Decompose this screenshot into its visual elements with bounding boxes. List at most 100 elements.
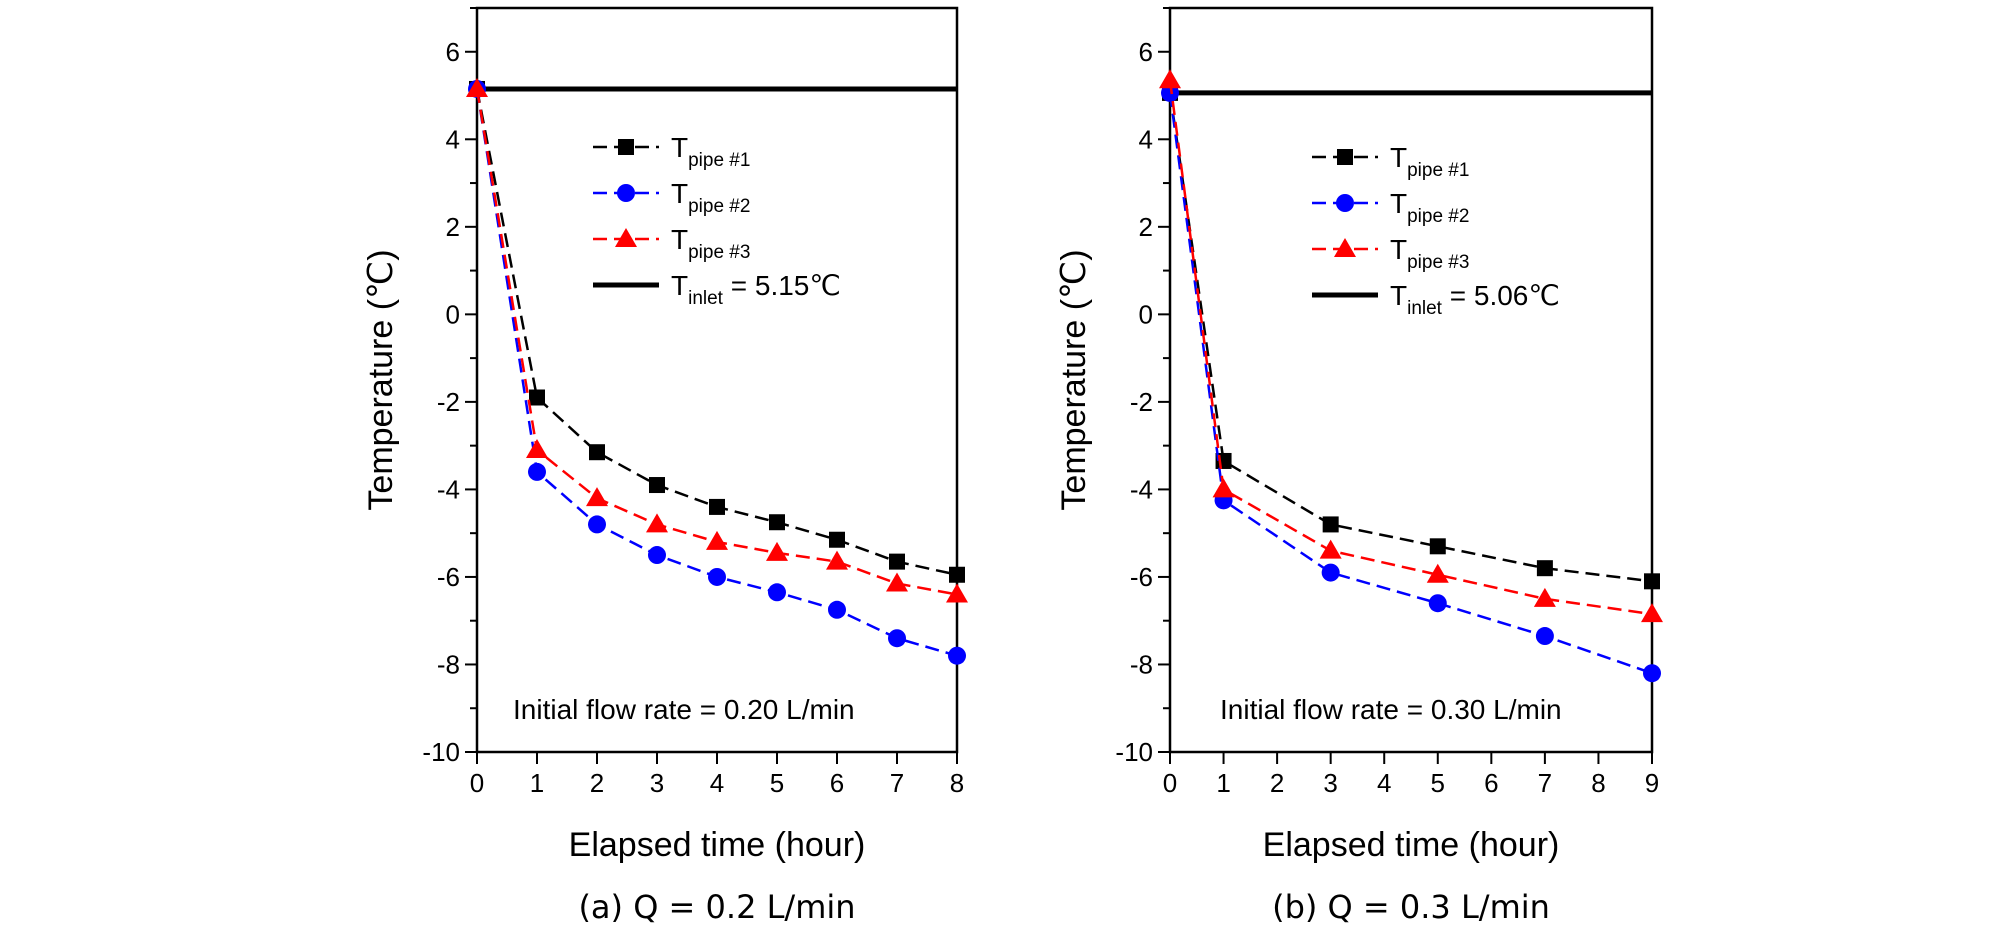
x-tick-label: 5 — [770, 768, 784, 798]
legend-label-sub: pipe #2 — [688, 196, 750, 217]
legend-inlet-label: Tinlet = 5.06℃ — [1390, 280, 1560, 319]
panel-caption: (a) Q = 0.2 L/min — [578, 888, 855, 926]
legend-label: Tpipe #1 — [1390, 142, 1469, 181]
data-point — [768, 583, 786, 602]
y-tick-label: -6 — [1130, 562, 1153, 592]
y-axis-title: Temperature (℃) — [362, 249, 400, 510]
y-tick-label: 0 — [1139, 299, 1153, 329]
legend-marker — [1334, 238, 1356, 257]
data-point — [528, 462, 546, 481]
data-point — [829, 531, 845, 548]
data-point — [1533, 587, 1556, 607]
x-tick-label: 5 — [1431, 768, 1445, 798]
data-point — [949, 566, 965, 583]
series-line — [1168, 92, 1653, 583]
legend-inlet-value: = 5.15℃ — [723, 270, 841, 301]
legend-marker — [615, 228, 637, 247]
y-tick-label: 6 — [446, 37, 460, 67]
y-tick-label: -4 — [1130, 474, 1153, 504]
data-point — [1322, 516, 1339, 533]
x-tick-label: 9 — [1645, 768, 1659, 798]
legend-label: Tpipe #2 — [671, 178, 750, 217]
x-axis-title: Elapsed time (hour) — [1263, 826, 1560, 864]
legend-label: Tpipe #3 — [1390, 234, 1469, 273]
data-point — [1428, 594, 1447, 613]
x-tick-label: 2 — [590, 768, 604, 798]
data-point — [646, 513, 668, 533]
y-axis-title: Temperature (℃) — [1055, 249, 1093, 510]
data-point — [526, 439, 548, 459]
data-point — [1644, 573, 1660, 590]
y-tick-label: -8 — [437, 649, 460, 679]
flow-rate-annotation: Initial flow rate = 0.30 L/min — [1220, 694, 1562, 725]
data-point — [888, 629, 906, 648]
data-point — [1161, 83, 1179, 102]
y-tick-label: -6 — [437, 562, 460, 592]
data-point — [709, 498, 725, 515]
x-tick-label: 1 — [530, 768, 544, 798]
x-tick-label: 7 — [1538, 768, 1552, 798]
panel-b: -10 -8 -6 -4 -2 0 2 4 6 0 1 2 3 4 5 6 7 8 9 Elapsed time (h… — [1055, 6, 1663, 926]
data-point — [889, 553, 905, 570]
data-point — [649, 477, 665, 494]
legend-label-main: T — [671, 224, 688, 255]
x-tick-label: 4 — [710, 768, 724, 798]
data-point — [648, 546, 666, 565]
data-point — [766, 541, 788, 561]
legend-label-main: T — [671, 132, 688, 163]
data-point — [1536, 560, 1553, 577]
x-tick-label: 8 — [1591, 768, 1605, 798]
x-tick-label: 0 — [1163, 768, 1177, 798]
data-point — [706, 530, 728, 550]
flow-rate-annotation: Initial flow rate = 0.20 L/min — [513, 694, 855, 725]
x-tick-label: 4 — [1377, 768, 1391, 798]
legend-inlet-value: = 5.06℃ — [1442, 280, 1560, 311]
data-point — [769, 514, 785, 531]
data-point — [589, 444, 605, 461]
panel-caption: (b) Q = 0.3 L/min — [1272, 888, 1550, 926]
x-tick-label: 3 — [1323, 768, 1337, 798]
series-line — [1168, 80, 1653, 616]
legend-inlet-main: T — [1390, 280, 1407, 311]
data-point — [588, 515, 606, 534]
legend-label-sub: pipe #3 — [688, 242, 750, 263]
data-point — [708, 567, 726, 586]
x-axis-title: Elapsed time (hour) — [569, 826, 866, 864]
data-point — [1429, 538, 1446, 555]
data-point — [946, 583, 968, 603]
y-tick-label: 4 — [1139, 124, 1153, 154]
legend-label-sub: pipe #1 — [688, 150, 750, 171]
legend-marker — [618, 139, 634, 155]
x-tick-label: 3 — [650, 768, 664, 798]
data-point — [586, 487, 608, 507]
legend-inlet-sub: inlet — [1407, 298, 1443, 319]
y-tick-label: -10 — [422, 737, 460, 767]
data-point — [948, 646, 966, 665]
legend-label-sub: pipe #1 — [1407, 160, 1469, 181]
plot-frame — [1168, 6, 1654, 754]
x-tick-label: 8 — [950, 768, 964, 798]
panel-a: -10 -8 -6 -4 -2 0 2 4 6 0 1 2 3 4 5 6 7 8 Elapsed time (ho… — [362, 6, 968, 926]
data-point — [1426, 563, 1449, 583]
series-pipe-2 — [1161, 83, 1661, 683]
data-point — [1321, 563, 1340, 582]
data-point — [1535, 627, 1554, 646]
legend-label-main: T — [1390, 188, 1407, 219]
data-point — [826, 550, 848, 570]
series-line — [1168, 92, 1653, 675]
series-pipe-3 — [1159, 69, 1663, 623]
data-point — [1212, 478, 1235, 498]
data-point — [529, 389, 545, 406]
x-tick-label: 0 — [470, 768, 484, 798]
legend-marker — [1337, 149, 1353, 165]
legend-label: Tpipe #2 — [1390, 188, 1469, 227]
series-pipe-3 — [466, 77, 968, 603]
data-point — [828, 600, 846, 619]
y-tick-label: -8 — [1130, 649, 1153, 679]
data-point — [1159, 69, 1181, 89]
legend-label: Tpipe #1 — [671, 132, 750, 171]
legend-label-sub: pipe #2 — [1407, 206, 1469, 227]
